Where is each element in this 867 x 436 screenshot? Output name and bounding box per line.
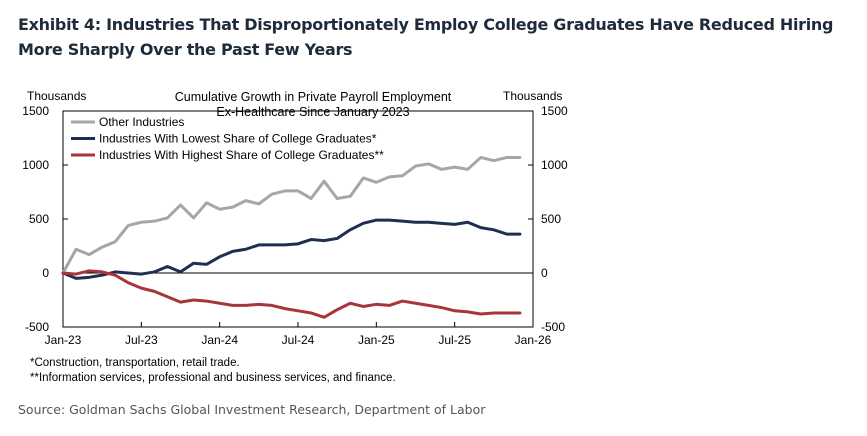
series-line-3 — [61, 269, 522, 319]
x-tick-label: Jul-23 — [125, 333, 158, 347]
y-tick-label-right: 1500 — [541, 104, 568, 118]
x-tick-label: Jul-24 — [282, 333, 315, 347]
x-tick-label: Jul-25 — [438, 333, 471, 347]
series-lines — [61, 155, 522, 319]
y-tick-label-right: -500 — [541, 320, 565, 334]
legend-label-1: Other Industries — [99, 115, 184, 129]
x-tick-label: Jan-24 — [201, 333, 238, 347]
footnote-1: *Construction, transportation, retail tr… — [30, 357, 240, 369]
footnotes: *Construction, transportation, retail tr… — [30, 357, 396, 384]
y-tick-label-right: 500 — [541, 212, 561, 226]
legend: Other Industries Industries With Lowest S… — [71, 115, 384, 162]
chart-titles: Cumulative Growth in Private Payroll Emp… — [27, 89, 562, 119]
right-axis-label: Thousands — [503, 89, 562, 103]
x-tick-label: Jan-26 — [515, 333, 552, 347]
y-tick-label-left: -500 — [25, 320, 49, 334]
y-tick-label-left: 1500 — [22, 104, 49, 118]
series-line-1 — [61, 155, 522, 275]
source-note: Source: Goldman Sachs Global Investment … — [18, 402, 486, 417]
y-tick-label-right: 1000 — [541, 158, 568, 172]
exhibit-title: Exhibit 4: Industries That Disproportion… — [18, 15, 834, 59]
legend-label-2: Industries With Lowest Share of College … — [99, 132, 377, 146]
x-tick-label: Jan-25 — [358, 333, 395, 347]
chart-title-line-1: Cumulative Growth in Private Payroll Emp… — [175, 90, 452, 104]
y-tick-label-left: 0 — [42, 266, 49, 280]
y-tick-label-left: 1000 — [22, 158, 49, 172]
legend-label-3: Industries With Highest Share of College… — [99, 148, 384, 162]
x-tick-label: Jan-23 — [45, 333, 82, 347]
footnote-2: **Information services, professional and… — [30, 372, 396, 384]
y-tick-label-left: 500 — [29, 212, 49, 226]
chart-title-line-2: Ex-Healthcare Since January 2023 — [216, 105, 409, 119]
series-line-2 — [61, 218, 522, 280]
y-tick-label-right: 0 — [541, 266, 548, 280]
axes: -500 -500 0 0 500 500 1000 1000 1500 1500 Jan-23 Ju… — [22, 104, 568, 347]
left-axis-label: Thousands — [27, 89, 86, 103]
